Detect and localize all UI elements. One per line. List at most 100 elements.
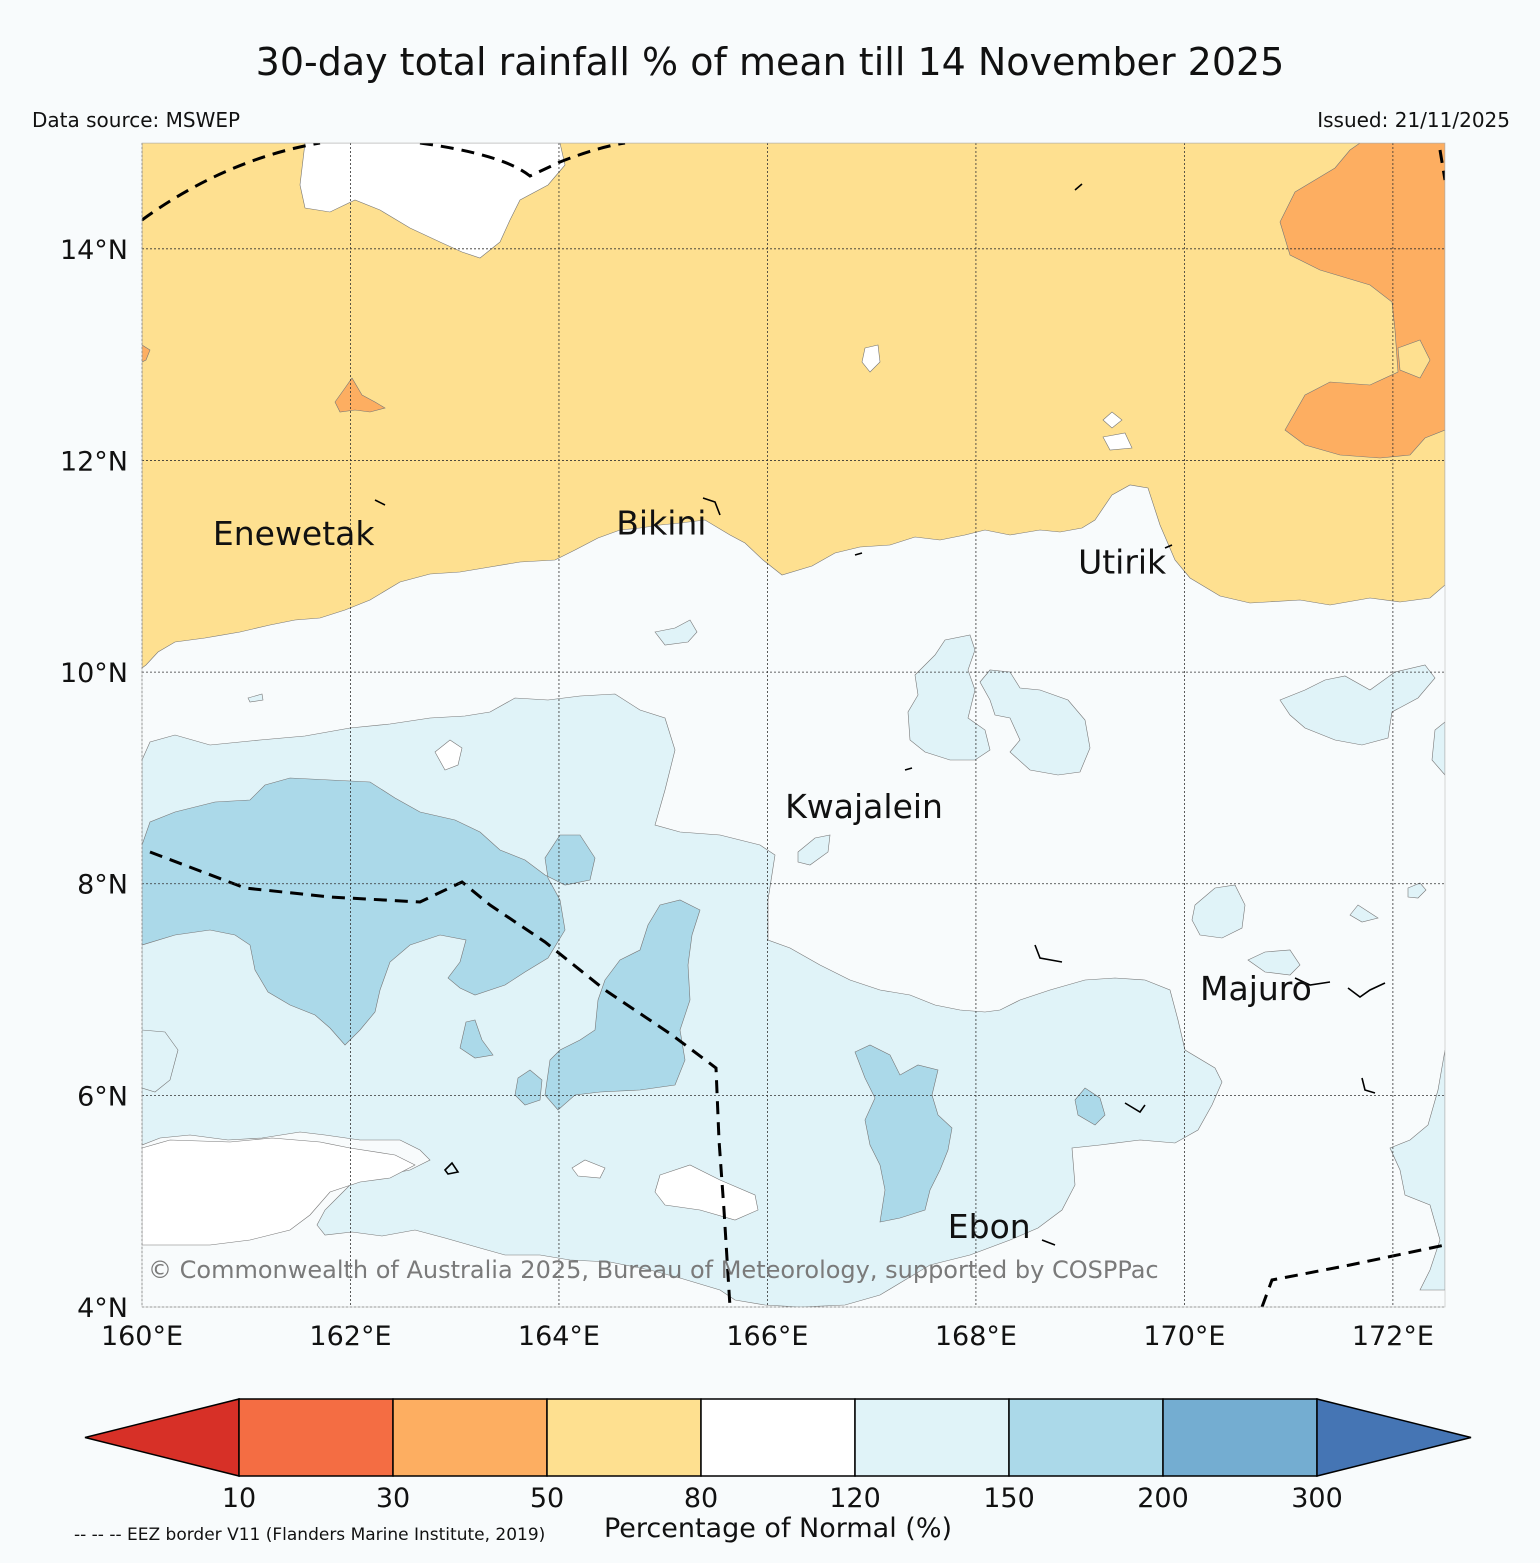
atoll-outline — [904, 767, 913, 771]
atoll-outline — [854, 552, 863, 556]
rainfall-zone-150-200-ebon — [854, 1044, 953, 1223]
rainfall-zone-120-150-small — [142, 1029, 179, 1093]
rainfall-hole — [1397, 339, 1431, 379]
colorbar-over-triangle — [1316, 1398, 1472, 1477]
colorbar-bin — [546, 1398, 702, 1477]
eez-legend-note: -- -- -- EEZ border V11 (Flanders Marine… — [74, 1525, 545, 1545]
eez-borders — [142, 143, 1445, 1307]
latitude-tick-label: 14°N — [60, 235, 128, 266]
place-label-utirik: Utirik — [1078, 543, 1167, 582]
atoll-outline — [1041, 1239, 1056, 1246]
rainfall-zone-150-200-small — [1074, 1087, 1106, 1126]
atoll-outline — [702, 497, 721, 516]
atoll-outline — [1164, 544, 1173, 549]
longitude-labels: 160°E 162°E 164°E 166°E 168°E 170°E 172°E — [101, 1321, 1434, 1352]
rainfall-zone-150-200-small — [459, 1019, 494, 1059]
rainfall-zone-120-150-small — [654, 619, 698, 646]
colorbar-tick-label: 120 — [829, 1483, 881, 1514]
map-area — [142, 143, 1445, 1307]
colorbar-tick-label: 30 — [376, 1483, 410, 1514]
colorbar-bin — [1008, 1398, 1164, 1477]
latitude-tick-label: 8°N — [77, 870, 128, 901]
copyright-notice: © Commonwealth of Australia 2025, Bureau… — [148, 1256, 1159, 1284]
rainfall-hole — [1102, 411, 1123, 429]
rainfall-hole — [571, 1159, 606, 1179]
colorbar-bin — [392, 1398, 548, 1477]
colorbar-tick-label: 300 — [1291, 1483, 1343, 1514]
place-label-enewetak: Enewetak — [213, 514, 376, 553]
eez-border-northeast — [1438, 149, 1445, 181]
colorbar-tick-label: 80 — [684, 1483, 718, 1514]
rainfall-hole — [861, 344, 881, 373]
atoll-outline — [1124, 1102, 1146, 1114]
place-label-bikini: Bikini — [616, 504, 706, 543]
atoll-outline — [1347, 982, 1386, 998]
latitude-tick-label: 4°N — [77, 1293, 128, 1324]
colorbar-bin — [238, 1398, 394, 1477]
atoll-outlines — [374, 183, 1386, 1246]
longitude-tick-label: 172°E — [1352, 1321, 1434, 1352]
colorbar-tick-label: 10 — [222, 1483, 256, 1514]
map-frame — [141, 142, 1446, 1308]
rainfall-zone-120-150-edge — [1389, 1049, 1445, 1291]
colorbar-bins — [238, 1398, 1318, 1477]
map-title: 30-day total rainfall % of mean till 14 … — [255, 40, 1285, 84]
rainfall-zone-150-200-west — [142, 777, 596, 1046]
longitude-tick-label: 170°E — [1143, 1321, 1225, 1352]
colorbar-tick-labels: 10 30 50 80 120 150 200 300 — [222, 1483, 1343, 1514]
rainfall-zone-120-150-east1 — [979, 669, 1091, 776]
atoll-outline — [1034, 944, 1063, 963]
rainfall-zone-30-50-east — [1279, 143, 1445, 459]
place-label-majuro: Majuro — [1200, 969, 1312, 1008]
rainfall-zone-50-80 — [142, 143, 1445, 669]
latitude-tick-label: 12°N — [60, 446, 128, 477]
longitude-tick-label: 160°E — [101, 1321, 183, 1352]
atoll-outline — [1294, 977, 1331, 986]
rainfall-zone-120-150-small — [797, 834, 831, 866]
latitude-tick-label: 10°N — [60, 658, 128, 689]
rainfall-zone-120-150-kwaj — [907, 634, 991, 761]
atoll-outline — [1361, 1077, 1376, 1094]
colorbar-bin — [1162, 1398, 1318, 1477]
rainfall-zone-120-150-east2 — [1279, 664, 1436, 746]
eez-border-north — [142, 143, 321, 222]
colorbar-under-triangle — [84, 1398, 240, 1477]
colorbar-tick-label: 50 — [530, 1483, 564, 1514]
colorbar-bin — [700, 1398, 856, 1477]
eez-border-southwest — [149, 850, 732, 1307]
rainfall-zone-120-150-edge — [1431, 721, 1445, 776]
atoll-outline — [443, 1161, 460, 1175]
data-source-label: Data source: MSWEP — [32, 108, 241, 132]
rainfall-hole — [654, 1164, 759, 1221]
rainfall-zone-120-150-small — [247, 693, 264, 703]
rainfall-zone-80-120-north — [299, 143, 566, 259]
colorbar: 10 30 50 80 120 150 200 300 Percentage of Norma… — [84, 1398, 1472, 1544]
longitude-tick-label: 164°E — [518, 1321, 600, 1352]
rainfall-hole — [434, 739, 463, 771]
longitude-tick-label: 166°E — [726, 1321, 808, 1352]
issued-date-label: Issued: 21/11/2025 — [1317, 108, 1510, 132]
colorbar-tick-label: 150 — [983, 1483, 1035, 1514]
place-label-kwajalein: Kwajalein — [785, 787, 943, 826]
atoll-outline — [1074, 183, 1083, 191]
colorbar-title: Percentage of Normal (%) — [604, 1513, 952, 1544]
rainfall-zone-120-150-small — [1349, 904, 1379, 923]
rainfall-zone-30-50-edge — [142, 344, 151, 363]
rainfall-hole — [1102, 432, 1133, 451]
colorbar-tick-label: 200 — [1137, 1483, 1189, 1514]
longitude-tick-label: 168°E — [935, 1321, 1017, 1352]
longitude-tick-label: 162°E — [309, 1321, 391, 1352]
rainfall-zone-120-150-east4 — [1247, 949, 1301, 976]
atoll-outline — [374, 499, 386, 506]
latitude-labels: 4°N 6°N 8°N 10°N 12°N 14°N — [60, 235, 128, 1324]
rainfall-zone-150-200-center — [544, 899, 701, 1111]
rainfall-zone-80-120-southwest — [142, 1137, 416, 1246]
eez-border-southeast — [1260, 1243, 1445, 1307]
rainfall-zone-30-50-west — [334, 377, 386, 413]
rainfall-zone-120-150-east3 — [1191, 884, 1246, 939]
latitude-tick-label: 6°N — [77, 1081, 128, 1112]
colorbar-bin — [854, 1398, 1010, 1477]
eez-border-north — [419, 143, 626, 178]
place-label-ebon: Ebon — [948, 1207, 1031, 1246]
